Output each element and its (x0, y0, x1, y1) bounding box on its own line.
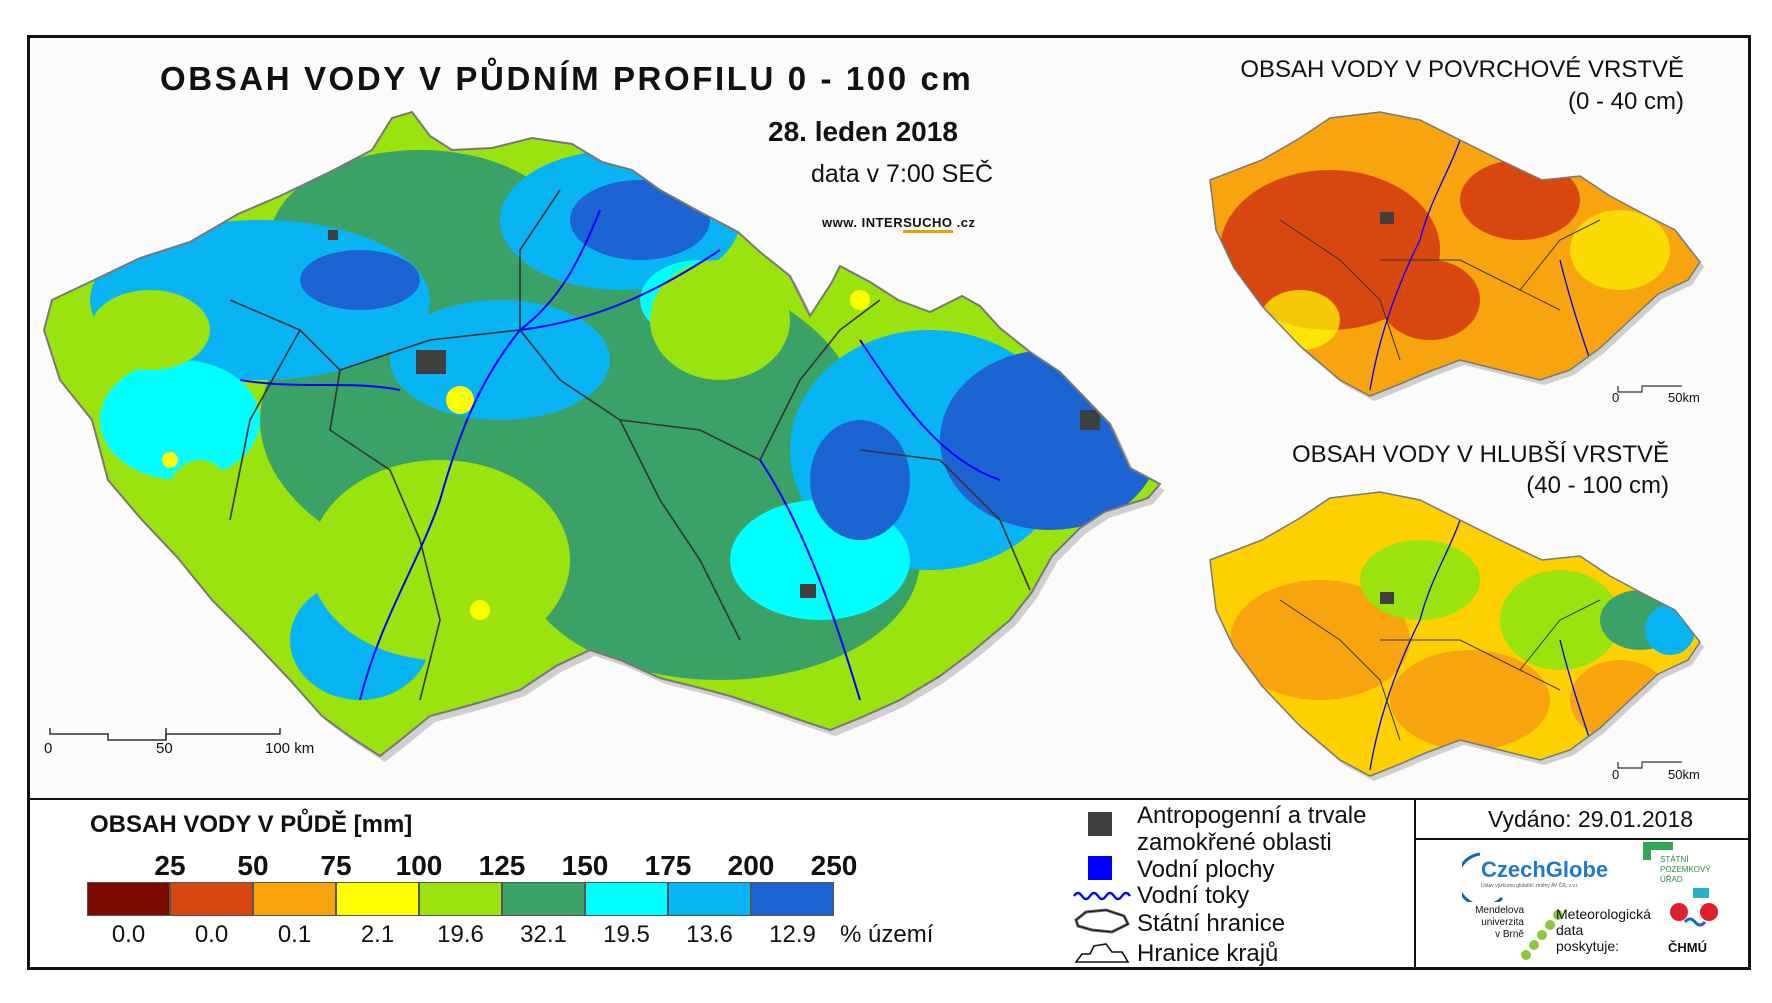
legend-swatch-2 (253, 882, 336, 916)
meteo-line-1: Meteorologická (1556, 906, 1651, 922)
state-border-icon (1074, 908, 1131, 934)
mendel-line-1: Mendelova (1475, 905, 1524, 916)
legend-swatch-5 (502, 882, 585, 916)
inset-deep-title: OBSAH VODY V HLUBŠÍ VRSTVĚ (1291, 441, 1669, 468)
symbol-label-anthropogenic: Antropogenní a trvale zamokřené oblasti (1137, 802, 1367, 856)
legend-boundary-5: 150 (561, 850, 609, 881)
website-prefix: www. INTER (822, 215, 904, 230)
legend-swatch-0 (87, 882, 170, 916)
legend-percent-unit: % území (840, 921, 934, 948)
chmu-logo: ČHMÚ (1668, 940, 1707, 955)
mendel-line-3: v Brně (1495, 929, 1524, 940)
inset2-scale-0: 0 (1612, 767, 1620, 782)
divider-horizontal (30, 798, 1748, 800)
legend-swatch-7 (668, 882, 751, 916)
mendel-dots-icon (1521, 910, 1563, 960)
legend-swatch-3 (336, 882, 419, 916)
legend-boundary-0: 25 (154, 850, 186, 881)
inset-surface-map (1209, 111, 1704, 401)
legend-swatch-4 (419, 882, 502, 916)
legend-percent-8: 12.9 (769, 921, 816, 948)
dark-square-icon (1088, 812, 1112, 836)
website-link[interactable]: www. INTERSUCHO .cz (822, 215, 976, 233)
czechglobe-subtitle: Ústav výzkumu globální změny AV ČR, v.v.… (1481, 883, 1579, 889)
spu-logo-icon (1643, 842, 1673, 860)
legend-swatch-8 (751, 882, 834, 916)
scale-bar-main (49, 728, 281, 741)
legend-percent-5: 32.1 (520, 921, 567, 948)
spu-line-3: ÚŘAD (1660, 875, 1683, 884)
website-suffix: .cz (952, 215, 976, 230)
inset1-scale-50: 50km (1668, 390, 1700, 405)
legend-percent-7: 13.6 (686, 921, 733, 948)
inset-surface-depth: (0 - 40 cm) (1567, 88, 1684, 115)
main-soil-map (42, 110, 1165, 762)
legend-swatch-6 (585, 882, 668, 916)
mendel-line-2: univerzita (1481, 917, 1524, 928)
legend-percent-3: 2.1 (360, 921, 395, 948)
scale-label-100: 100 km (265, 740, 315, 757)
inset-deep-map (1209, 491, 1704, 781)
meteo-line-2: data (1556, 922, 1584, 938)
legend-boundary-1: 50 (237, 850, 269, 881)
czechglobe-logo-icon (1462, 852, 1504, 902)
scale-label-0: 0 (44, 740, 53, 757)
chmu-logo-icon (1670, 888, 1718, 927)
map-frame (27, 35, 1751, 970)
wavy-line-icon (1073, 891, 1131, 901)
legend-percent-4: 19.6 (437, 921, 484, 948)
inset2-scale-50: 50km (1668, 767, 1700, 782)
spu-line-1: STÁTNÍ (1660, 855, 1689, 864)
meteo-credit: Meteorologická data poskytuje: (1556, 906, 1651, 954)
legend-title: OBSAH VODY V PŮDĚ [mm] (90, 811, 413, 838)
legend-boundary-3: 100 (395, 850, 443, 881)
mendel-logo: Mendelova univerzita v Brně (1462, 905, 1524, 941)
czechglobe-logo: CzechGlobe (1481, 857, 1609, 882)
legend-percent-1: 0.0 (194, 921, 229, 948)
legend-boundary-4: 125 (478, 850, 526, 881)
map-date: 28. leden 2018 (768, 116, 958, 147)
legend-percent-0: 0.0 (111, 921, 146, 948)
divider-vertical (1414, 799, 1416, 968)
legend-percent-2: 0.1 (277, 921, 312, 948)
spu-line-2: POZEMKOVÝ (1660, 865, 1711, 874)
website-highlight: SUCHO (903, 215, 953, 233)
spu-logo: STÁTNÍ POZEMKOVÝ ÚŘAD (1660, 855, 1711, 885)
symbol-label-state-border: Státní hranice (1137, 910, 1286, 937)
inset1-scale-0: 0 (1612, 390, 1620, 405)
issued-date: Vydáno: 29.01.2018 (1488, 806, 1694, 832)
symbol-label-rivers: Vodní toky (1137, 882, 1250, 909)
symbol-label-water-bodies: Vodní plochy (1137, 856, 1275, 883)
legend-boundary-2: 75 (320, 850, 352, 881)
meteo-line-3: poskytuje: (1556, 938, 1620, 954)
legend-boundary-8: 250 (810, 850, 858, 881)
legend-swatch-1 (170, 882, 253, 916)
blue-square-icon (1088, 856, 1112, 880)
legend-percent-6: 19.5 (603, 921, 650, 948)
map-title: OBSAH VODY V PŮDNÍM PROFILU 0 - 100 cm (160, 60, 974, 97)
region-border-icon (1074, 943, 1130, 963)
symbol-label-region-border: Hranice krajů (1137, 940, 1279, 967)
inset-deep-depth: (40 - 100 cm) (1526, 472, 1669, 499)
divider-issued (1415, 838, 1749, 840)
scale-label-50: 50 (156, 740, 173, 757)
map-time: data v 7:00 SEČ (811, 160, 994, 188)
legend-boundary-6: 175 (644, 850, 692, 881)
legend-boundary-7: 200 (727, 850, 775, 881)
inset-surface-title: OBSAH VODY V POVRCHOVÉ VRSTVĚ (1240, 56, 1684, 83)
